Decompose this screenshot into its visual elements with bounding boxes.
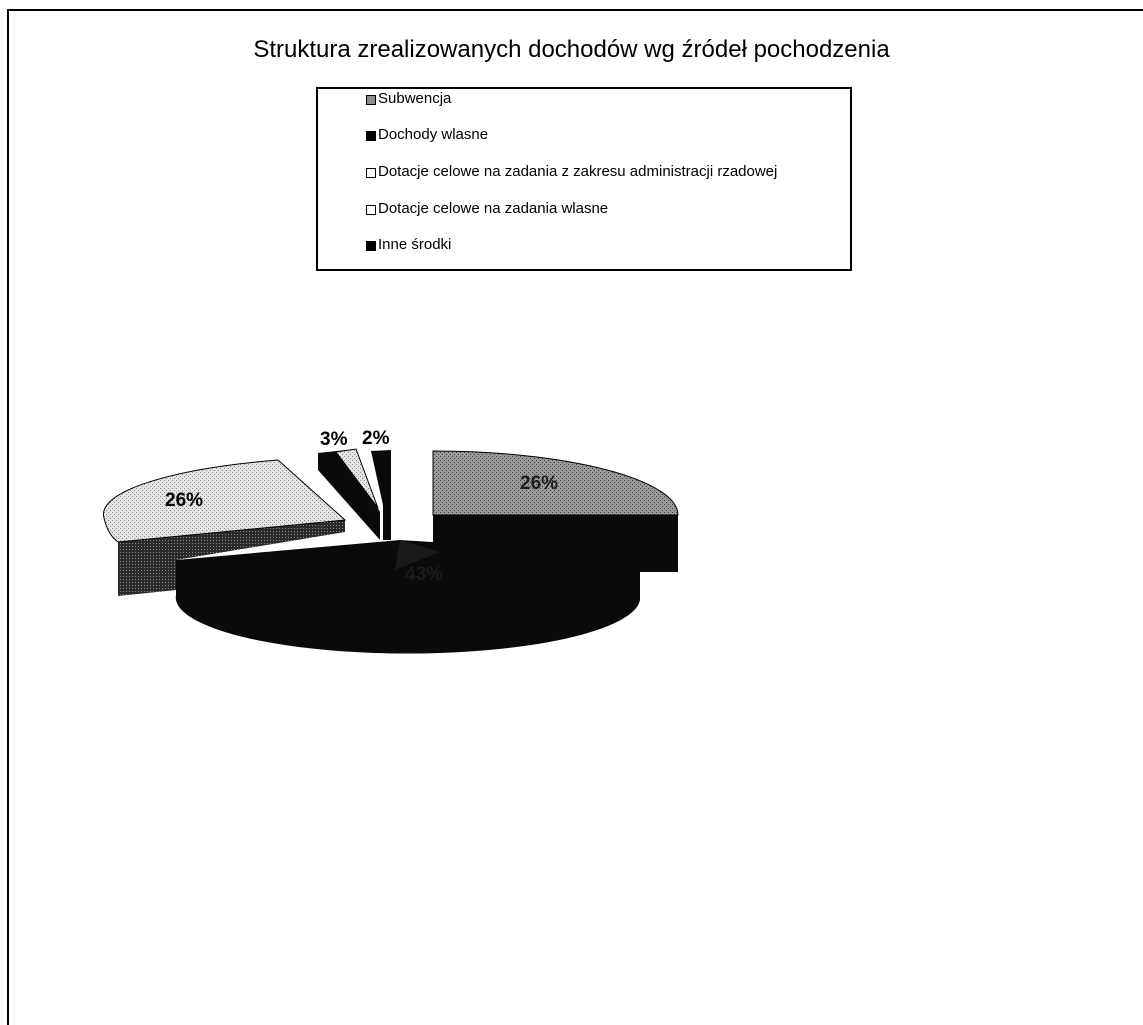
pie-slice-subwencja (432, 450, 679, 572)
pie-label-subwencja: 26% (520, 473, 558, 494)
pie-label-dotacje-wlasne: 3% (320, 429, 348, 450)
legend-item-subwencja: Subwencja (366, 91, 451, 107)
legend-label: Subwencja (378, 90, 452, 107)
chart-legend: Subwencja Dochody wlasne Dotacje celowe … (316, 87, 852, 271)
pie-label-inne-srodki: 2% (362, 428, 390, 449)
pie-slice-dotacje-administracja (102, 459, 347, 596)
legend-swatch-dochody-wlasne (366, 131, 376, 141)
legend-swatch-inne-srodki (366, 241, 376, 251)
legend-label: Inne środki (378, 236, 452, 253)
slice-body (371, 450, 391, 540)
legend-swatch-dotacje-administracja (366, 168, 376, 178)
legend-label: Dochody wlasne (378, 126, 489, 143)
pie-slice-dotacje-wlasne (318, 448, 380, 540)
slice-inner (395, 540, 440, 570)
slice-top (102, 459, 347, 543)
legend-label: Dotacje celowe na zadania wlasne (378, 200, 609, 217)
legend-swatch-subwencja (366, 95, 376, 105)
legend-swatch-dotacje-wlasne (366, 205, 376, 215)
pie-slice-dochody-wlasne: 43% (175, 540, 641, 654)
legend-item-dotacje-wlasne: Dotacje celowe na zadania wlasne (366, 201, 608, 217)
legend-item-dochody-wlasne: Dochody wlasne (366, 127, 488, 143)
chart-frame (7, 9, 1143, 1025)
pie-label-dotacje-administracja: 26% (165, 490, 203, 511)
legend-item-dotacje-administracja: Dotacje celowe na zadania z zakresu admi… (366, 164, 836, 180)
slice-side (118, 520, 345, 596)
slice-body (175, 540, 641, 654)
slice-top (335, 448, 379, 509)
pie-label-dochody-wlasne: 43% (405, 564, 443, 585)
slice-top (432, 450, 679, 516)
chart-title: Struktura zrealizowanych dochodów wg źró… (253, 36, 890, 63)
pie-slice-inne-srodki (371, 450, 391, 540)
legend-label: Dotacje celowe na zadania z zakresu admi… (378, 163, 778, 180)
slice-side (318, 450, 380, 540)
legend-item-inne-srodki: Inne środki (366, 237, 451, 253)
